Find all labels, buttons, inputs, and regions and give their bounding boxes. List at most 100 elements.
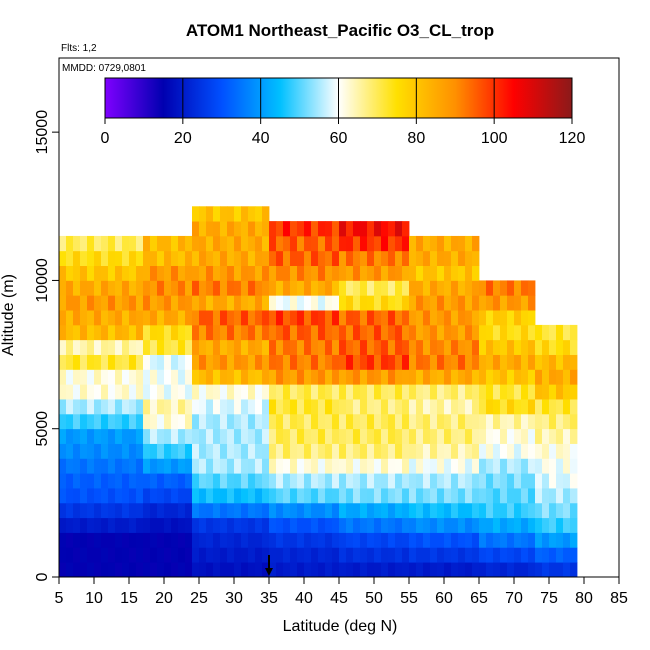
- heatmap-cell: [122, 488, 130, 504]
- heatmap-cell: [241, 235, 249, 252]
- heatmap-cell: [416, 369, 424, 385]
- heatmap-cell: [297, 413, 305, 430]
- x-tick-label: 5: [55, 590, 64, 607]
- heatmap-cell: [325, 369, 333, 385]
- y-axis-label: Altitude (m): [0, 274, 17, 356]
- heatmap-cell: [290, 235, 298, 252]
- heatmap-cell: [451, 354, 459, 370]
- heatmap-cell: [185, 547, 193, 563]
- heatmap-cell: [325, 517, 333, 533]
- heatmap-cell: [528, 428, 536, 444]
- heatmap-cell: [360, 221, 368, 237]
- heatmap-cell: [94, 384, 102, 400]
- heatmap-cell: [325, 295, 333, 311]
- heatmap-cell: [353, 324, 361, 341]
- heatmap-cell: [311, 458, 319, 474]
- heatmap-cell: [199, 443, 207, 459]
- heatmap-cell: [199, 458, 207, 474]
- heatmap-cell: [465, 473, 473, 489]
- heatmap-cell: [388, 265, 396, 281]
- heatmap-cell: [479, 547, 487, 563]
- heatmap-cell: [164, 384, 172, 400]
- heatmap-cell: [395, 488, 403, 504]
- heatmap-cell: [199, 488, 207, 504]
- heatmap-cell: [115, 339, 123, 355]
- heatmap-cell: [465, 310, 473, 326]
- heatmap-cell: [276, 399, 284, 415]
- heatmap-cell: [73, 339, 81, 355]
- heatmap-cell: [143, 265, 151, 281]
- heatmap-cell: [332, 399, 340, 415]
- heatmap-cell: [94, 502, 102, 519]
- heatmap-cell: [213, 458, 221, 474]
- colorbar-tick-label: 100: [481, 130, 508, 147]
- heatmap-cell: [332, 458, 340, 474]
- heatmap-cell: [556, 369, 564, 385]
- heatmap-cell: [80, 517, 88, 533]
- heatmap-cell: [360, 428, 368, 444]
- heatmap-cell: [290, 354, 298, 370]
- x-tick-label: 85: [610, 590, 628, 607]
- heatmap-cell: [444, 235, 452, 252]
- heatmap-cell: [164, 502, 172, 519]
- heatmap-cell: [290, 458, 298, 474]
- heatmap-cell: [444, 369, 452, 385]
- heatmap-cell: [458, 399, 466, 415]
- heatmap-cell: [87, 280, 95, 296]
- heatmap-cell: [353, 280, 361, 296]
- heatmap-cell: [570, 517, 578, 533]
- heatmap-cell: [423, 562, 431, 578]
- heatmap-cell: [115, 310, 123, 326]
- heatmap-cell: [129, 562, 137, 578]
- heatmap-cell: [283, 339, 291, 355]
- heatmap-cell: [325, 562, 333, 578]
- heatmap-cell: [311, 265, 319, 281]
- heatmap-cell: [115, 413, 123, 430]
- heatmap-cell: [521, 310, 529, 326]
- heatmap-cell: [353, 517, 361, 533]
- heatmap-cell: [528, 324, 536, 341]
- heatmap-cell: [297, 428, 305, 444]
- heatmap-cell: [150, 265, 158, 281]
- heatmap-cell: [234, 206, 242, 222]
- heatmap-cell: [318, 265, 326, 281]
- heatmap-cell: [213, 339, 221, 355]
- heatmap-cell: [437, 235, 445, 252]
- heatmap-cell: [304, 458, 312, 474]
- heatmap-cell: [395, 502, 403, 519]
- heatmap-cell: [59, 458, 67, 474]
- heatmap-cell: [437, 339, 445, 355]
- heatmap-cell: [185, 369, 193, 385]
- heatmap-cell: [178, 413, 186, 430]
- heatmap-cell: [59, 517, 67, 533]
- heatmap-cell: [493, 517, 501, 533]
- heatmap-cell: [255, 324, 263, 341]
- heatmap-cell: [122, 339, 130, 355]
- heatmap-cell: [297, 443, 305, 459]
- heatmap-cell: [73, 354, 81, 370]
- heatmap-cell: [444, 250, 452, 266]
- heatmap-cell: [409, 562, 417, 578]
- heatmap-cell: [220, 339, 228, 355]
- heatmap-cell: [430, 354, 438, 370]
- heatmap-cell: [262, 428, 270, 444]
- heatmap-cell: [129, 339, 137, 355]
- heatmap-cell: [157, 413, 165, 430]
- heatmap-cell: [122, 502, 130, 519]
- heatmap-cell: [178, 547, 186, 563]
- heatmap-cell: [486, 339, 494, 355]
- heatmap-cell: [360, 310, 368, 326]
- heatmap-cell: [535, 413, 543, 430]
- x-tick-label: 65: [470, 590, 488, 607]
- heatmap-cell: [500, 502, 508, 519]
- heatmap-cell: [192, 428, 200, 444]
- heatmap-cell: [227, 473, 235, 489]
- heatmap-cell: [332, 517, 340, 533]
- heatmap-cell: [213, 221, 221, 237]
- heatmap-cell: [472, 280, 480, 296]
- heatmap-cell: [269, 310, 277, 326]
- heatmap-cell: [115, 443, 123, 459]
- heatmap-cell: [220, 532, 228, 548]
- heatmap-cell: [311, 413, 319, 430]
- heatmap-cell: [136, 399, 144, 415]
